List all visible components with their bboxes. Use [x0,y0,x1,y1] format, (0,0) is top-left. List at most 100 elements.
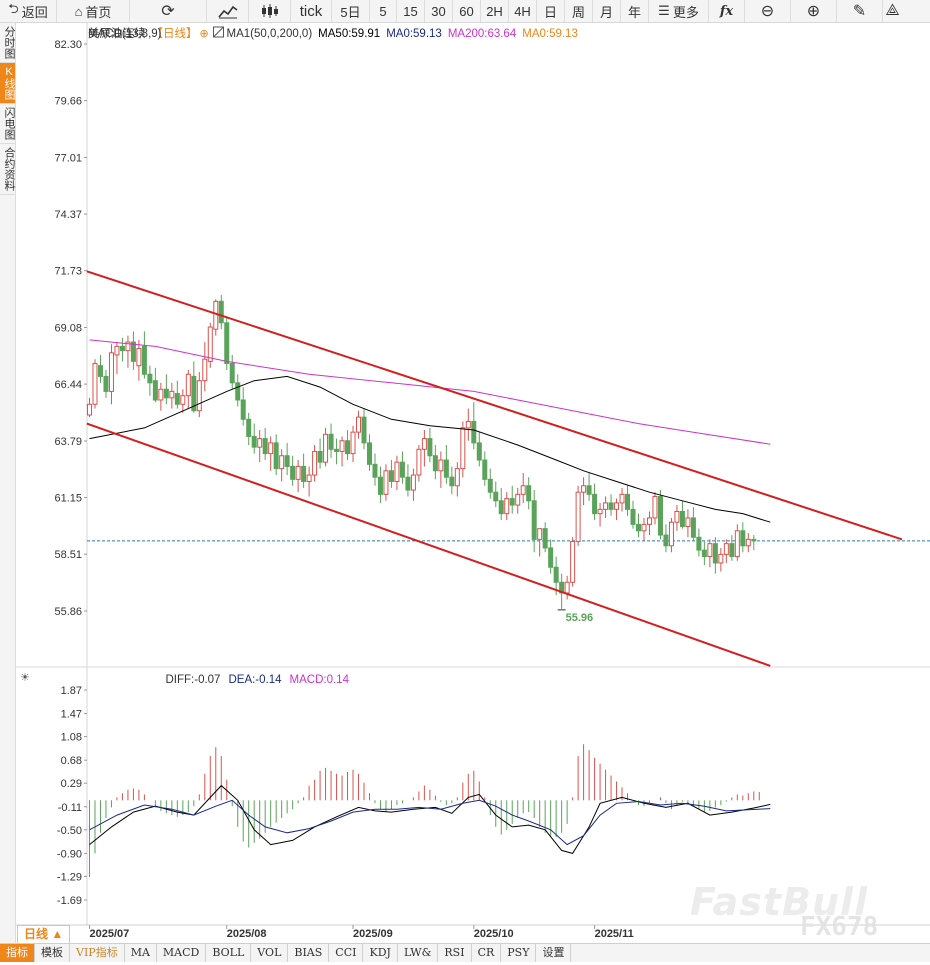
candle-body [169,390,175,399]
candle [597,502,603,527]
candle [471,402,477,450]
shape-button[interactable]: ⟁ [883,0,902,22]
candle-body [410,474,416,491]
tab-vol[interactable]: VOL [251,944,289,962]
candle-body [87,403,92,416]
tab-macd[interactable]: MACD [157,944,207,962]
tab-templates[interactable]: 模板 [35,944,70,962]
candle [136,339,142,381]
zoom-out-button[interactable]: ⊖ [745,0,791,22]
candle [636,513,641,538]
candle [427,427,433,463]
chart-type-button[interactable] [207,0,249,22]
period-week[interactable]: 周 [565,0,593,22]
candle [432,445,438,480]
zoom-out-icon: ⊖ [760,3,775,20]
line-chart-icon [217,5,237,19]
candle-body [361,416,367,444]
candle [97,354,103,383]
home-button[interactable]: ⌂ 首页 [57,0,130,22]
tab-lw[interactable]: LW& [398,944,439,962]
candle-body [537,528,543,540]
tab-kdj[interactable]: KDJ [363,944,398,962]
candle [608,494,614,516]
period-day[interactable]: 日 [537,0,565,22]
candle-body [394,461,400,482]
candle-body [729,543,735,558]
y-tick-label: 71.73 [54,266,82,278]
tab-psy[interactable]: PSY [501,944,537,962]
tab-boll[interactable]: BOLL [206,944,252,962]
tab-indicators[interactable]: 指标 [0,944,35,962]
back-button[interactable]: ⮌ 返回 [0,0,57,22]
tab-vip-indicators[interactable]: VIP指标 [70,944,125,962]
period-30min[interactable]: 30 [425,0,453,22]
period-month[interactable]: 月 [593,0,621,22]
period-60min[interactable]: 60 [453,0,481,22]
candle-body [679,510,685,528]
candle-body [701,549,707,558]
period-selector-button[interactable]: 日线 ▲ [17,925,71,944]
candle [685,509,691,538]
tab-lightning-chart[interactable]: 闪电图 [0,104,15,144]
tab-bias[interactable]: BIAS [288,944,330,962]
period-15min[interactable]: 15 [397,0,425,22]
candle [668,517,674,553]
tick-button[interactable]: tick [291,0,332,22]
candle-type-button[interactable] [249,0,291,22]
draw-button[interactable]: ✎ [837,0,883,22]
period-5day[interactable]: 5日 [332,0,370,22]
candle-body [290,465,296,480]
candle [251,423,257,454]
candle [509,485,515,514]
candle-body [147,373,153,384]
candle [394,455,400,491]
tab-ma[interactable]: MA [125,944,157,962]
candle [279,449,285,482]
candle-body [619,493,625,504]
candle [312,445,318,482]
candle-body [207,326,213,362]
tab-kline-chart[interactable]: K线图 [0,63,15,104]
more-button[interactable]: ☰ 更多 [649,0,709,22]
candle-body [438,459,444,472]
candle-body [657,495,663,536]
candle-body [712,543,718,564]
candle [119,337,125,362]
period-label: 周 [571,4,585,20]
candle-body [114,345,120,356]
period-4h[interactable]: 4H [509,0,537,22]
candle [92,359,98,409]
candle-body [141,345,147,375]
candle [531,490,537,553]
candle-body [130,341,136,362]
candle [592,483,598,521]
tab-contract-info[interactable]: 合约资料 [0,144,15,195]
candle-body [553,566,559,583]
macd-legend-diff: DIFF:-0.07 [166,674,221,686]
tab-time-chart[interactable]: 分时图 [0,23,15,63]
tab-cci[interactable]: CCI [329,944,364,962]
candle-body [334,448,340,452]
candle-body [224,322,230,365]
tab-cr[interactable]: CR [472,944,502,962]
macd-y-tick-label: -0.11 [58,802,82,814]
period-2h[interactable]: 2H [481,0,509,22]
candle [383,464,389,501]
tab-rsi[interactable]: RSI [438,944,472,962]
candle [520,472,526,503]
tab-settings[interactable]: 设置 [536,944,572,962]
zoom-in-button[interactable]: ⊕ [791,0,837,22]
refresh-button[interactable]: ⟳ [130,0,207,22]
period-5min[interactable]: 5 [370,0,397,22]
y-tick-label: 66.44 [54,379,82,391]
period-year[interactable]: 年 [621,0,649,22]
candle [174,380,180,409]
formula-button[interactable]: fx [709,0,745,22]
candle [163,374,169,405]
candle-body [586,485,592,495]
candle [751,535,757,551]
candle-body [421,438,427,450]
candle-body [273,442,279,470]
